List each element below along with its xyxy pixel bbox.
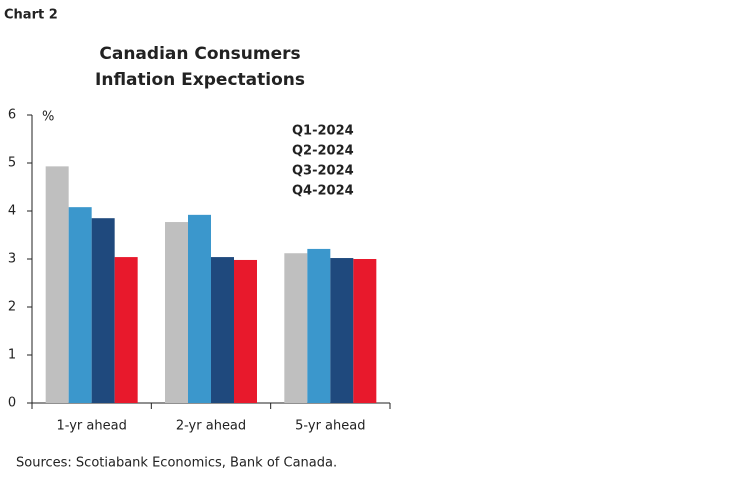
bar (68, 207, 92, 403)
y-tick-label: 4 (8, 204, 16, 219)
bar (91, 218, 115, 403)
y-tick-label: 0 (8, 396, 16, 411)
bar (234, 259, 257, 403)
chart-title: Inflation Expectations (95, 70, 305, 90)
y-unit: % (42, 110, 54, 125)
chart-title: Canadian Consumers (99, 44, 300, 64)
bar (307, 248, 331, 403)
legend-entry: Q1-2024 (292, 124, 354, 139)
x-tick-label: 1-yr ahead (57, 419, 127, 434)
bar (330, 258, 354, 403)
bar (211, 257, 234, 403)
bar (353, 259, 377, 403)
x-tick-label: 5-yr ahead (295, 419, 365, 434)
y-tick-label: 5 (8, 156, 16, 171)
chart-label: Chart 2 (4, 8, 58, 23)
y-tick-label: 6 (8, 108, 16, 123)
bar (284, 253, 308, 403)
bar (45, 166, 69, 403)
y-tick-label: 2 (8, 300, 16, 315)
legend-entry: Q3-2024 (292, 164, 354, 179)
bar (165, 222, 188, 403)
source-note: Sources: Scotiabank Economics, Bank of C… (16, 456, 337, 471)
y-tick-label: 3 (8, 252, 16, 267)
legend-entry: Q2-2024 (292, 144, 354, 159)
legend-entry: Q4-2024 (292, 184, 354, 199)
bar (188, 214, 211, 403)
bar (114, 257, 138, 403)
x-tick-label: 2-yr ahead (176, 419, 246, 434)
y-tick-label: 1 (8, 348, 16, 363)
